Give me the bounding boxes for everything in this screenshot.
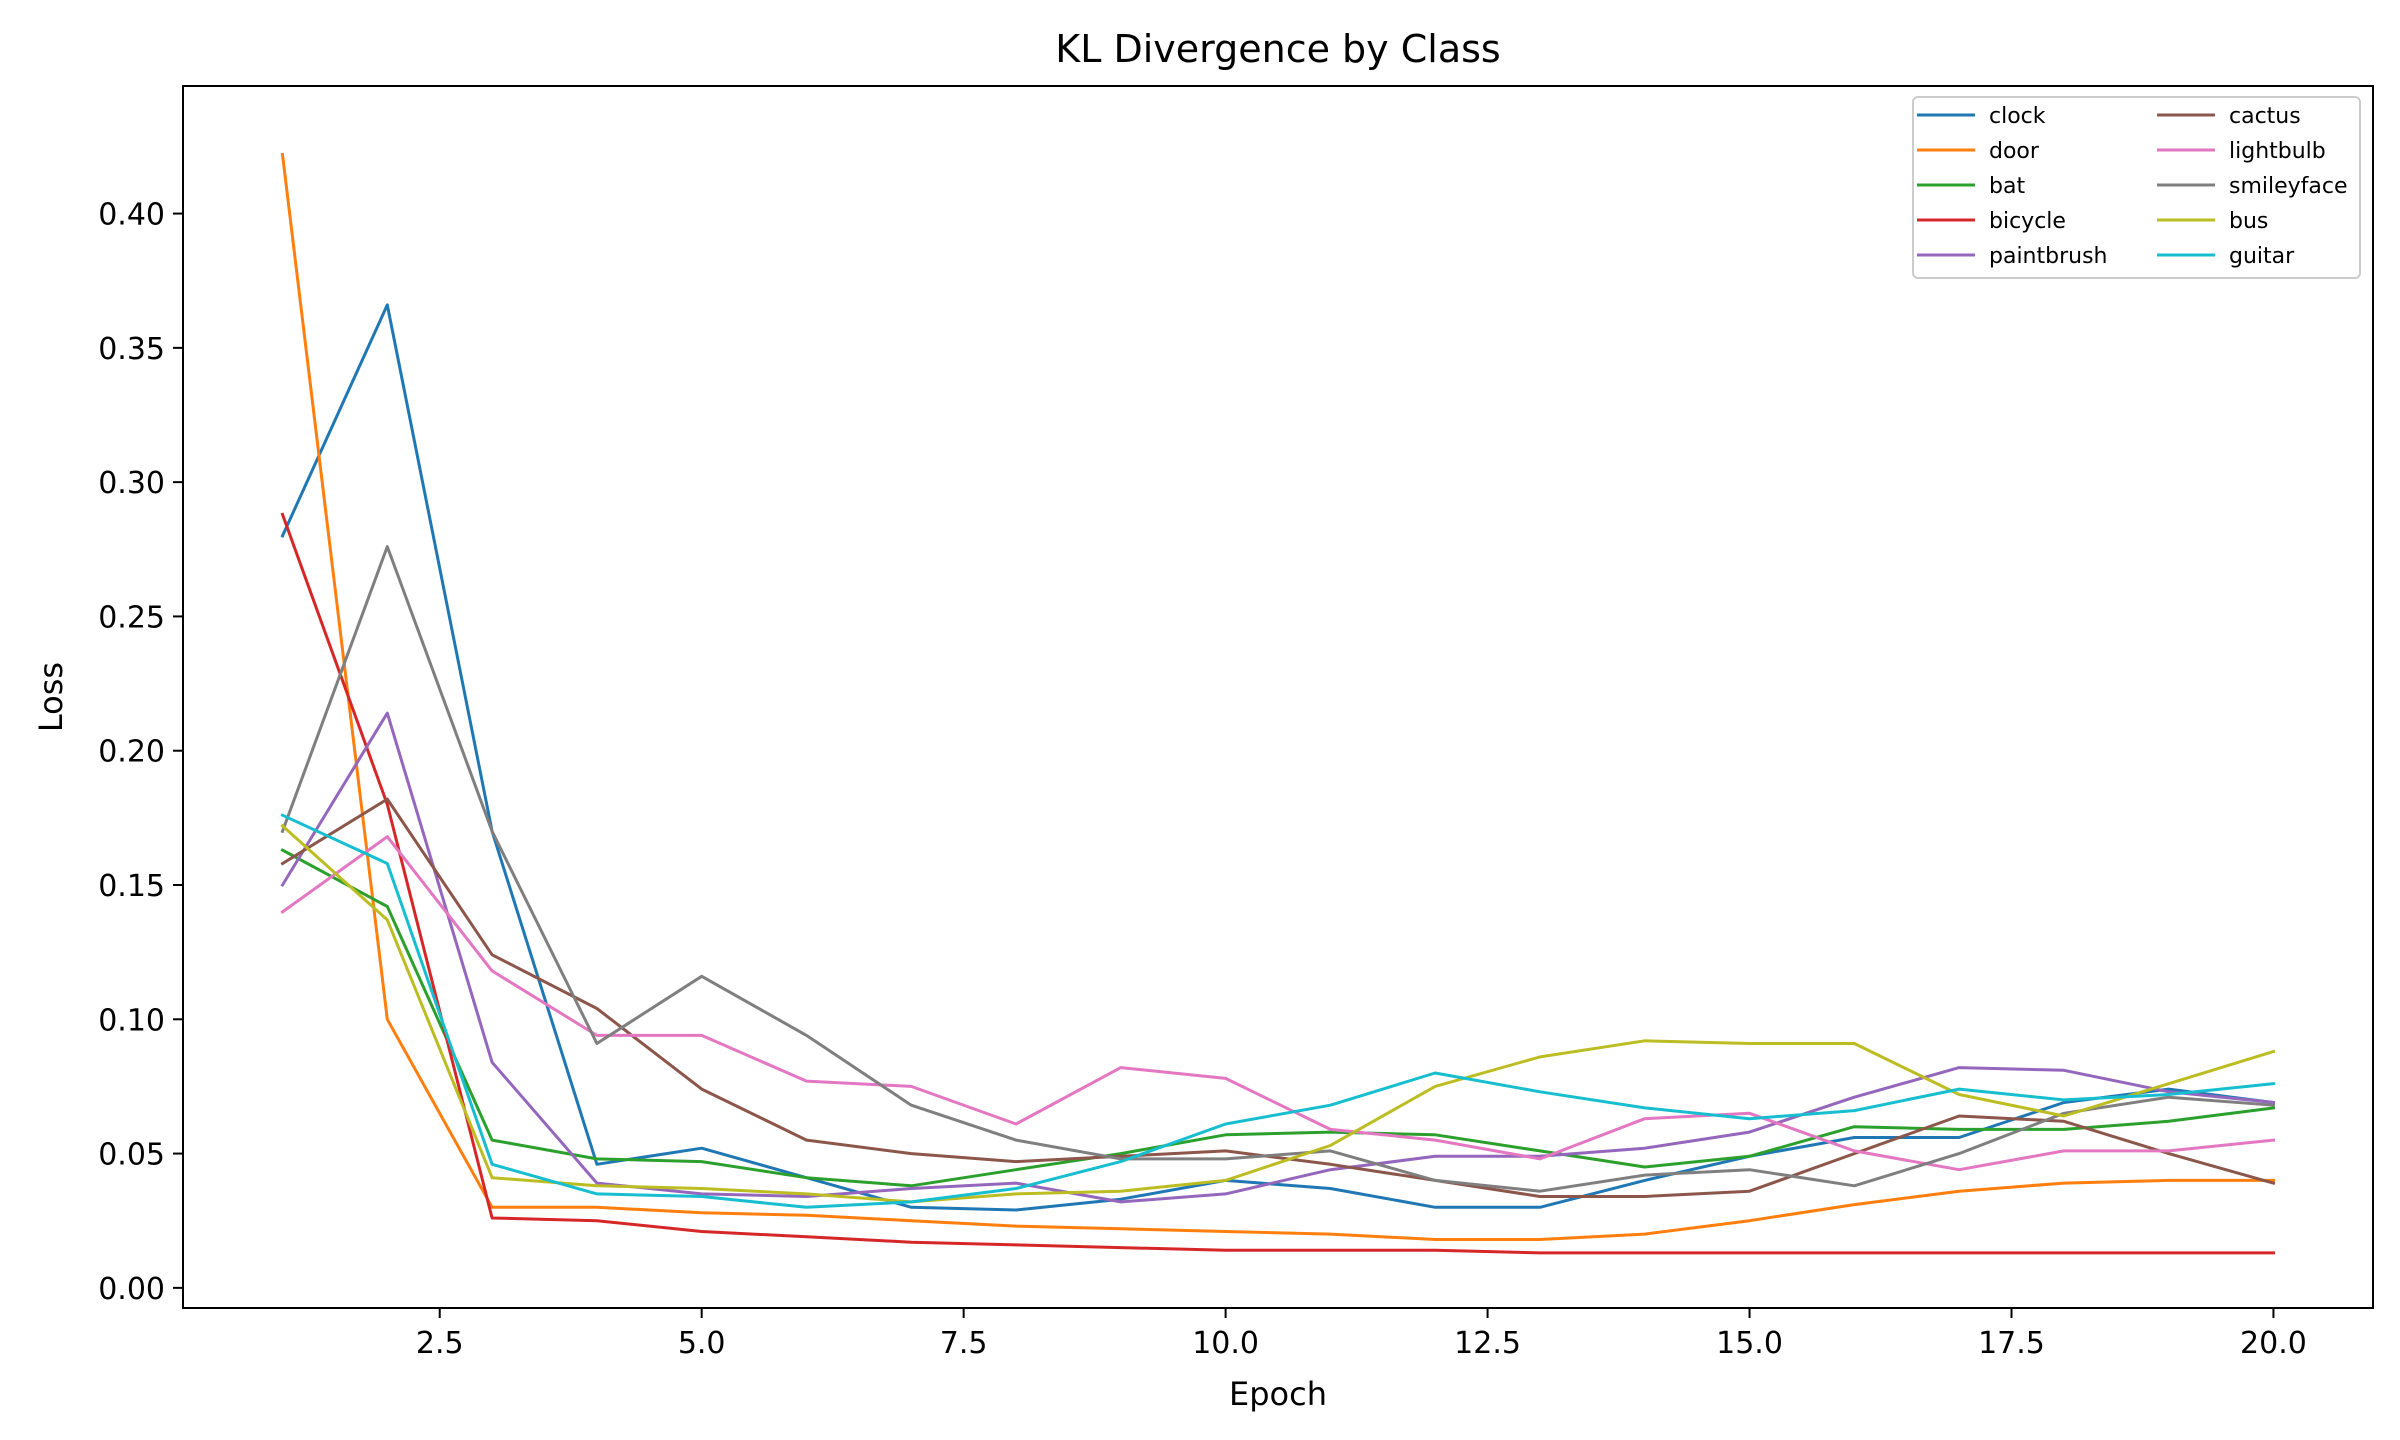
legend-label-paintbrush: paintbrush [1989, 244, 2108, 269]
series-line-door [280, 152, 2275, 1241]
x-tick-label: 2.5 [416, 1326, 464, 1361]
y-tick-label: 0.20 [98, 735, 165, 770]
x-axis: 2.5 5.0 7.5 10.0 12.5 15.0 17.5 20.0 [416, 1308, 2307, 1361]
y-tick-label: 0.25 [98, 600, 165, 635]
series-line-lightbulb [280, 835, 2276, 1172]
y-tick-label: 0.05 [98, 1138, 165, 1173]
legend-label-bicycle: bicycle [1989, 209, 2066, 234]
legend-label-cactus: cactus [2229, 104, 2301, 129]
series-line-smileyface [280, 545, 2276, 1193]
y-tick-label: 0.35 [98, 332, 165, 367]
chart-title: KL Divergence by Class [1055, 27, 1500, 71]
series-lines [280, 152, 2276, 1255]
y-tick-label: 0.10 [98, 1003, 165, 1038]
legend-label-door: door [1989, 139, 2040, 164]
legend-box [1912, 96, 2361, 279]
legend-label-smileyface: smileyface [2229, 174, 2348, 199]
legend-label-guitar: guitar [2229, 244, 2295, 269]
y-tick-label: 0.00 [98, 1272, 165, 1307]
y-axis: 0.00 0.05 0.10 0.15 0.20 0.25 0.30 0.35 0.40 [98, 198, 183, 1307]
legend-label-lightbulb: lightbulb [2229, 139, 2326, 164]
legend-label-clock: clock [1989, 104, 2046, 129]
series-line-bus [280, 823, 2276, 1204]
legend-label-bus: bus [2229, 209, 2268, 234]
x-tick-label: 10.0 [1192, 1326, 1259, 1361]
legend-label-bat: bat [1989, 174, 2025, 199]
y-tick-label: 0.40 [98, 198, 165, 233]
y-axis-label: Loss [32, 662, 70, 732]
x-tick-label: 12.5 [1454, 1326, 1521, 1361]
x-tick-label: 7.5 [940, 1326, 988, 1361]
x-tick-label: 20.0 [2240, 1326, 2307, 1361]
series-line-bicycle [280, 512, 2275, 1255]
y-tick-label: 0.15 [98, 869, 165, 904]
series-line-cactus [280, 797, 2276, 1198]
series-line-guitar [280, 813, 2276, 1209]
series-line-clock [280, 303, 2276, 1212]
x-axis-label: Epoch [1229, 1375, 1327, 1413]
x-tick-label: 15.0 [1716, 1326, 1783, 1361]
x-tick-label: 17.5 [1978, 1326, 2045, 1361]
legend: clock door bat bicycle paintbrush cactus light… [1912, 96, 2361, 279]
plot-frame [182, 85, 2374, 1309]
series-line-bat [280, 848, 2276, 1188]
x-tick-label: 5.0 [678, 1326, 726, 1361]
y-tick-label: 0.30 [98, 466, 165, 501]
